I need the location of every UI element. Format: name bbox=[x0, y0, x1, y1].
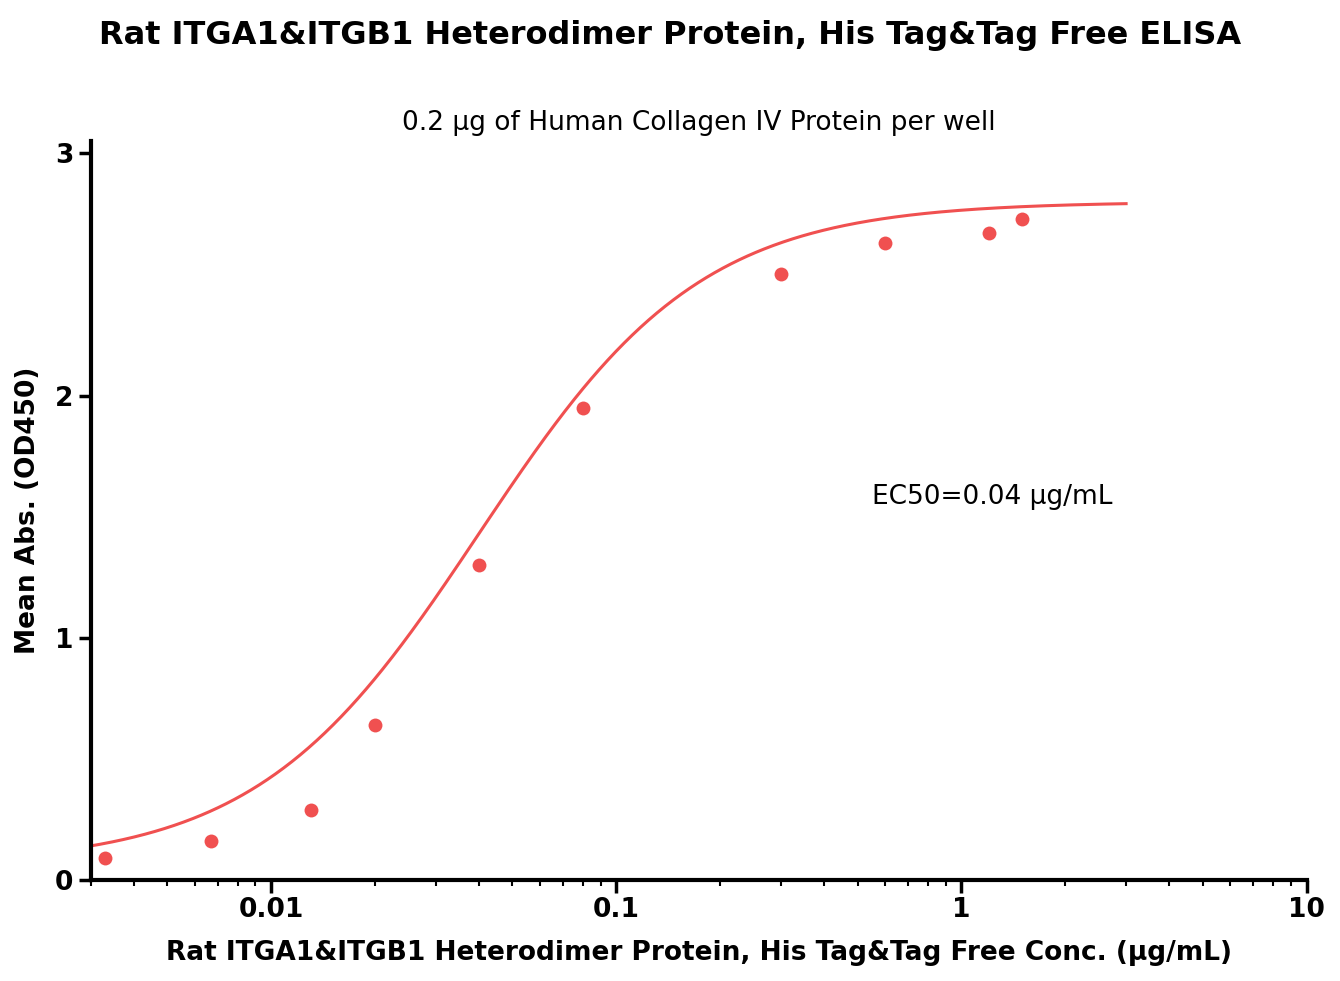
Y-axis label: Mean Abs. (OD450): Mean Abs. (OD450) bbox=[15, 367, 42, 654]
X-axis label: Rat ITGA1&ITGB1 Heterodimer Protein, His Tag&Tag Free Conc. (μg/mL): Rat ITGA1&ITGB1 Heterodimer Protein, His… bbox=[166, 940, 1231, 966]
Text: EC50=0.04 μg/mL: EC50=0.04 μg/mL bbox=[872, 485, 1112, 510]
Text: Rat ITGA1&ITGB1 Heterodimer Protein, His Tag&Tag Free ELISA: Rat ITGA1&ITGB1 Heterodimer Protein, His… bbox=[99, 20, 1241, 51]
Title: 0.2 μg of Human Collagen IV Protein per well: 0.2 μg of Human Collagen IV Protein per … bbox=[402, 110, 996, 136]
